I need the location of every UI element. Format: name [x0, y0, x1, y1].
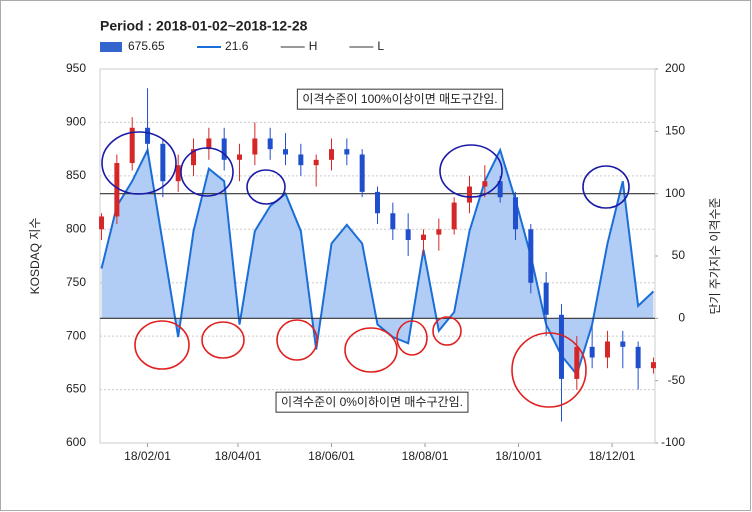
plot-border: [99, 68, 656, 444]
chart-title: Period : 2018-01-02~2018-12-28: [100, 18, 308, 34]
candle-body: [206, 138, 212, 150]
x-tick-label: 18/02/01: [124, 449, 171, 463]
x-tick-label: 18/12/01: [589, 449, 636, 463]
candle-body: [237, 154, 243, 160]
y-tick-label: 750: [66, 275, 86, 289]
candle-body: [267, 138, 273, 150]
candle-body: [482, 181, 488, 187]
candle-body: [497, 181, 503, 198]
candle-body: [359, 154, 365, 192]
y2-tick-label: 50: [672, 248, 686, 262]
candle-body: [99, 216, 105, 230]
candle-body: [574, 346, 580, 379]
candle-body: [390, 213, 396, 230]
y2-tick-label: 200: [665, 61, 685, 75]
y-tick-label: 600: [66, 435, 86, 449]
y2-axis-label: 단기 주가지수 이격수준: [708, 197, 722, 314]
legend-label: 21.6: [225, 39, 249, 53]
plot-area: 600 650 700 750 800 850 900 950 -100 -50 0 50 100 150…: [66, 61, 685, 463]
candle-body: [129, 127, 135, 164]
x-tick-label: 18/08/01: [402, 449, 449, 463]
candle-body: [114, 163, 120, 217]
y2-tick-label: -100: [661, 435, 685, 449]
candle-body: [191, 149, 197, 166]
candle-body: [589, 346, 595, 358]
candle-body: [436, 229, 442, 235]
y-axis-label: KOSDAQ 지수: [28, 218, 42, 295]
y-tick-label: 950: [66, 61, 86, 75]
y-tick-label: 650: [66, 382, 86, 396]
candle-body: [604, 341, 610, 358]
candle-body: [375, 191, 380, 214]
legend-label: 675.65: [128, 39, 165, 53]
x-tick-label: 18/06/01: [308, 449, 355, 463]
y-tick-label: 850: [66, 168, 86, 182]
candle-body: [635, 346, 641, 369]
candle-body: [543, 282, 549, 315]
candle-body: [420, 234, 426, 240]
candle-body: [221, 138, 227, 160]
candle-body: [620, 341, 626, 347]
legend-label: H: [309, 39, 318, 53]
candle-body: [252, 138, 258, 155]
annotation: 이격수준이 0%이하이면 매수구간임.: [281, 395, 463, 409]
y2-tick-label: 100: [665, 186, 685, 200]
x-tick-label: 18/04/01: [215, 449, 262, 463]
y-tick-label: 800: [66, 221, 86, 235]
annotation-box: [296, 88, 504, 110]
annotation: 이격수준이 100%이상이면 매도구간임.: [302, 92, 497, 106]
candle-body: [160, 143, 166, 182]
y2-tick-label: -50: [668, 373, 686, 387]
candle-body: [512, 197, 518, 230]
y2-tick-label: 150: [665, 124, 685, 138]
candle-body: [145, 127, 151, 144]
candle-body: [298, 154, 304, 166]
candle-body: [650, 362, 656, 369]
candle-body: [466, 186, 472, 203]
candle-body: [528, 229, 534, 283]
candle-body: [405, 229, 411, 240]
candle-body: [344, 149, 350, 155]
legend-label: L: [377, 39, 384, 53]
legend-swatch: [100, 42, 122, 52]
y2-tick-label: 0: [678, 311, 685, 325]
candle-body: [451, 202, 457, 230]
candle-body: [329, 149, 335, 160]
y-tick-label: 700: [66, 328, 86, 342]
candle-body: [283, 149, 289, 155]
annotation-circles: [101, 131, 630, 408]
candle-body: [558, 314, 564, 379]
x-tick-label: 18/10/01: [495, 449, 542, 463]
annotation-box: [275, 391, 469, 413]
candle-body: [175, 165, 181, 182]
candle-body: [313, 159, 319, 166]
y-tick-label: 900: [66, 115, 86, 129]
